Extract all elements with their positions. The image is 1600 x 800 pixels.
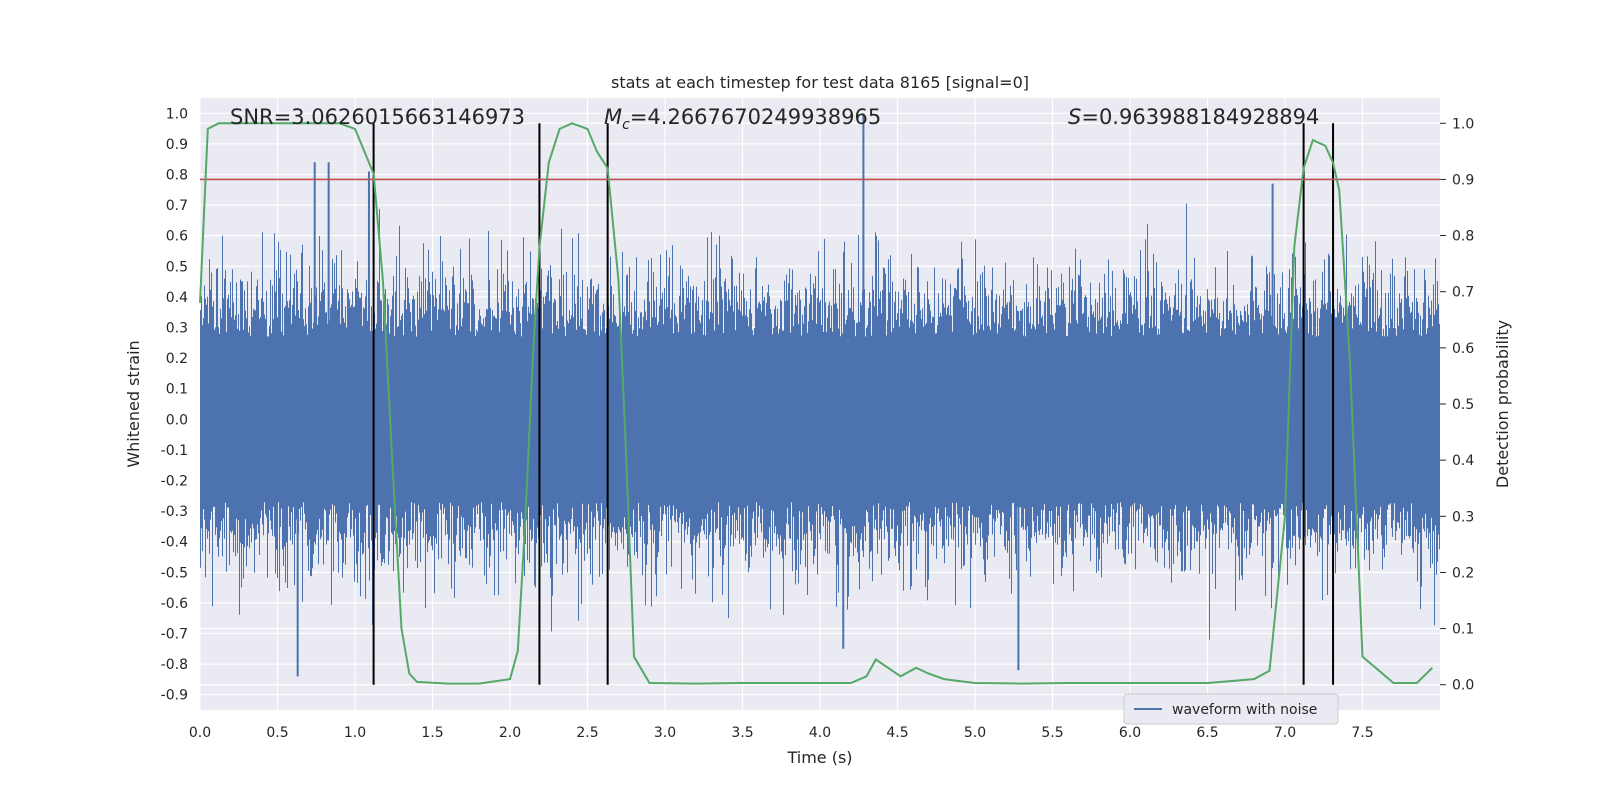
y2-tick-labels: 1.0 0.9 0.8 0.7 0.6 0.5 0.4 0.3 0.2 0.1 0.0 [1440,116,1474,694]
s-symbol: S [1068,105,1081,129]
legend-box [1123,693,1339,725]
x-tick-label: 7.5 [1351,725,1373,741]
x-tick-label: 2.0 [499,725,521,741]
x-tick-label: 4.5 [886,725,908,741]
waveform-with-noise-series [200,113,1440,677]
y-tick-label: 0.8 [166,168,188,184]
x-tick-label: 5.5 [1041,725,1063,741]
y2-tick-label: 0.7 [1452,285,1474,301]
y2-tick-label: 0.3 [1452,509,1474,525]
waveform-spikes [200,203,1440,640]
x-tick-label: 5.0 [964,725,986,741]
y-tick-label: 0.2 [166,351,188,367]
y2-tick-label: 0.6 [1452,341,1474,357]
y2-tick-label: 0.0 [1452,678,1474,694]
snr-annotation: SNR=3.0626015663146973 [230,105,525,129]
y2-tick-label: 0.8 [1452,229,1474,245]
y-tick-label: 0.0 [166,412,188,428]
y2-tick-label: 1.0 [1452,116,1474,132]
chart-title: stats at each timestep for test data 816… [611,73,1029,92]
y2-tick-label: 0.9 [1452,172,1474,188]
x-tick-label: 2.5 [576,725,598,741]
x-tick-label: 1.0 [344,725,366,741]
y-tick-label: 0.1 [166,382,188,398]
s-annotation: S=0.963988184928894 [1068,105,1319,129]
y2-axis-label: Detection probability [1493,320,1512,488]
x-axis-label: Time (s) [786,748,852,767]
s-value: =0.963988184928894 [1081,105,1319,129]
y-tick-label: 0.3 [166,321,188,337]
y2-tick-label: 0.5 [1452,397,1474,413]
legend-label-waveform: waveform with noise [1172,702,1317,718]
y-tick-label: -0.7 [161,627,188,643]
x-tick-label: 6.5 [1196,725,1218,741]
y-tick-label: 0.6 [166,229,188,245]
y2-tick-label: 0.2 [1452,565,1474,581]
chirp-mass-annotation: Mc=4.2667670249938965 [604,105,881,133]
x-tick-label: 0.0 [189,725,211,741]
legend: waveform with noise [1123,693,1339,725]
chirp-mass-value: =4.2667670249938965 [630,105,881,129]
y-tick-label: 0.7 [166,198,188,214]
y-tick-label: -0.1 [161,443,188,459]
y-axis-label: Whitened strain [124,340,143,467]
y-tick-label: -0.3 [161,504,188,520]
vertical-lines [372,123,1335,685]
y-tick-labels: 1.0 0.9 0.8 0.7 0.6 0.5 0.4 0.3 0.2 0.1 0.0 -0.1 -0.… [161,106,188,703]
y-tick-label: 1.0 [166,106,188,122]
chirp-mass-symbol: M [604,105,622,129]
annotations: SNR=3.0626015663146973 Mc=4.266767024993… [230,105,1319,133]
x-tick-label: 3.0 [654,725,676,741]
y-tick-label: -0.6 [161,596,188,612]
x-tick-labels: 0.0 0.5 1.0 1.5 2.0 2.5 3.0 3.5 4.0 4.5 5.0 5.5 6.0 6… [189,725,1374,741]
y-tick-label: -0.2 [161,474,188,490]
y-tick-label: 0.9 [166,137,188,153]
x-tick-label: 7.0 [1274,725,1296,741]
y-tick-label: -0.5 [161,565,188,581]
y-tick-label: 0.4 [166,290,188,306]
x-tick-label: 1.5 [421,725,443,741]
detection-probability-series [199,122,1433,685]
y-tick-label: -0.4 [161,535,188,551]
y2-tick-label: 0.4 [1452,453,1474,469]
x-tick-label: 3.5 [731,725,753,741]
y-tick-label: 0.5 [166,259,188,275]
x-tick-label: 0.5 [266,725,288,741]
x-tick-label: 6.0 [1119,725,1141,741]
y-tick-label: -0.9 [161,688,188,704]
probability-line [199,122,1433,685]
y-tick-label: -0.8 [161,657,188,673]
chirp-mass-subscript: c [622,117,630,133]
x-tick-label: 4.0 [809,725,831,741]
y2-tick-label: 0.1 [1452,622,1474,638]
